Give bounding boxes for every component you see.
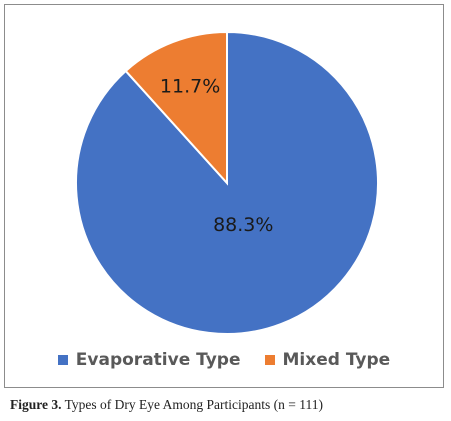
legend-swatch-mixed: [264, 355, 275, 365]
legend-item-mixed: Mixed Type: [264, 350, 391, 370]
chart-legend: Evaporative Type Mixed Type: [5, 350, 443, 370]
caption-prefix: Figure 3.: [10, 397, 62, 412]
figure-caption: Figure 3. Types of Dry Eye Among Partici…: [10, 397, 446, 413]
legend-label-evaporative: Evaporative Type: [75, 350, 241, 370]
pie-label-mixed-type: 11.7%: [160, 76, 220, 98]
caption-text: Types of Dry Eye Among Participants (n =…: [61, 397, 324, 412]
pie-chart: 88.3% 11.7%: [75, 30, 379, 335]
chart-frame: 88.3% 11.7% Evaporative Type Mixed Type: [4, 4, 444, 388]
legend-swatch-evaporative: [57, 355, 68, 365]
legend-label-mixed: Mixed Type: [282, 350, 391, 370]
legend-item-evaporative: Evaporative Type: [57, 350, 241, 370]
pie-label-evaporative-type: 88.3%: [213, 214, 273, 236]
pie-slice-mixed-type: [124, 30, 228, 186]
